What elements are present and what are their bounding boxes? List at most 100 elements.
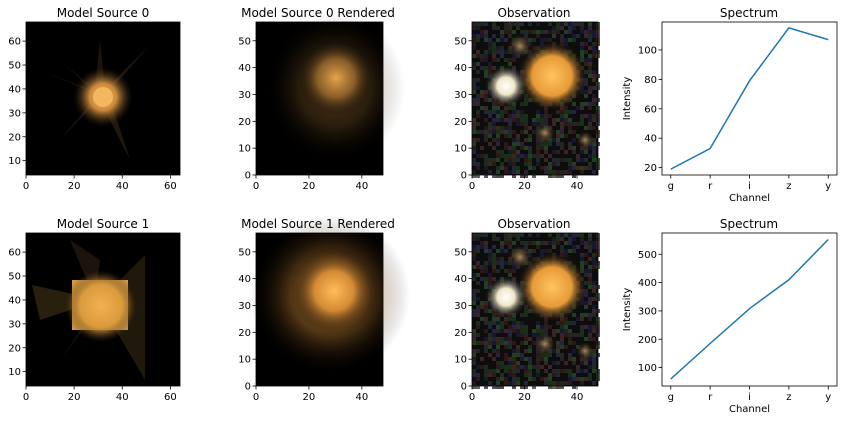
noise-pixel <box>508 369 512 373</box>
noise-pixel <box>504 22 508 26</box>
noise-pixel <box>524 369 528 373</box>
noise-pixel <box>552 158 556 162</box>
noise-pixel <box>500 54 504 58</box>
noise-pixel <box>588 46 592 50</box>
noise-pixel <box>588 114 592 118</box>
noise-pixel <box>476 245 480 249</box>
noise-pixel <box>472 138 476 142</box>
noise-pixel <box>548 241 552 245</box>
noise-pixel <box>524 154 528 158</box>
noise-pixel <box>580 261 584 265</box>
noise-pixel <box>516 237 520 241</box>
noise-pixel <box>508 150 512 154</box>
noise-pixel <box>476 333 480 337</box>
noise-pixel <box>580 237 584 241</box>
noise-pixel <box>576 333 580 337</box>
noise-pixel <box>532 241 536 245</box>
noise-pixel <box>508 373 512 377</box>
noise-pixel <box>476 325 480 329</box>
noise-pixel <box>524 325 528 329</box>
noise-pixel <box>560 158 564 162</box>
noise-pixel <box>520 142 524 146</box>
noise-pixel <box>476 22 480 26</box>
noise-pixel <box>564 333 568 337</box>
noise-pixel <box>488 50 492 54</box>
noise-pixel <box>532 377 536 381</box>
noise-pixel <box>472 233 476 237</box>
noise-pixel <box>560 381 564 385</box>
noise-pixel <box>496 38 500 42</box>
noise-pixel <box>576 377 580 381</box>
noise-pixel <box>512 118 516 122</box>
noise-pixel <box>592 118 596 122</box>
noise-pixel <box>492 118 496 122</box>
noise-pixel <box>504 357 508 361</box>
noise-pixel <box>500 325 504 329</box>
noise-pixel <box>588 245 592 249</box>
noise-pixel <box>484 30 488 34</box>
noise-pixel <box>528 30 532 34</box>
noise-pixel <box>500 329 504 333</box>
noise-pixel <box>572 237 576 241</box>
noise-pixel <box>576 317 580 321</box>
source-0-rendered-glow <box>265 13 405 163</box>
noise-pixel <box>536 329 540 333</box>
noise-pixel <box>560 134 564 138</box>
noise-pixel <box>528 22 532 26</box>
noise-pixel <box>472 265 476 269</box>
noise-pixel <box>476 138 480 142</box>
noise-pixel <box>520 357 524 361</box>
noise-pixel <box>592 150 596 154</box>
noise-pixel <box>536 245 540 249</box>
y-tick-label: 10 <box>238 355 251 366</box>
noise-pixel <box>540 30 544 34</box>
noise-pixel <box>496 321 500 325</box>
noise-pixel <box>476 162 480 166</box>
noise-pixel <box>580 26 584 30</box>
noise-pixel <box>496 381 500 385</box>
noise-pixel <box>576 22 580 26</box>
noise-pixel <box>528 349 532 353</box>
noise-pixel <box>480 34 484 38</box>
noise-pixel <box>476 233 480 237</box>
y-tick-label: 10 <box>454 144 467 155</box>
noise-pixel <box>472 353 476 357</box>
noise-pixel <box>488 257 492 261</box>
noise-pixel <box>508 365 512 369</box>
noise-pixel <box>472 98 476 102</box>
noise-pixel <box>592 337 596 341</box>
noise-pixel <box>592 309 596 313</box>
noise-pixel <box>500 38 504 42</box>
noise-pixel <box>584 94 588 98</box>
noise-pixel <box>512 158 516 162</box>
noise-pixel <box>556 118 560 122</box>
noise-pixel <box>528 158 532 162</box>
noise-pixel <box>588 66 592 70</box>
noise-pixel <box>504 154 508 158</box>
noise-pixel <box>592 50 596 54</box>
noise-pixel <box>496 58 500 62</box>
noise-pixel <box>584 261 588 265</box>
y-tick-label: 0 <box>461 171 467 182</box>
noise-pixel <box>568 26 572 30</box>
noise-pixel <box>496 114 500 118</box>
y-tick-label: 300 <box>638 306 657 317</box>
noise-pixel <box>508 269 512 273</box>
noise-pixel <box>588 313 592 317</box>
noise-pixel <box>588 337 592 341</box>
noise-pixel <box>504 158 508 162</box>
noise-pixel <box>592 170 596 174</box>
noise-pixel <box>488 277 492 281</box>
noise-pixel <box>580 241 584 245</box>
noise-pixel <box>540 365 544 369</box>
noise-pixel <box>512 150 516 154</box>
noise-pixel <box>472 333 476 337</box>
noise-pixel <box>508 146 512 150</box>
noise-pixel <box>484 130 488 134</box>
noise-pixel <box>492 245 496 249</box>
x-tick-label: z <box>786 181 791 192</box>
noise-pixel <box>480 146 484 150</box>
noise-pixel <box>504 329 508 333</box>
noise-pixel <box>492 138 496 142</box>
